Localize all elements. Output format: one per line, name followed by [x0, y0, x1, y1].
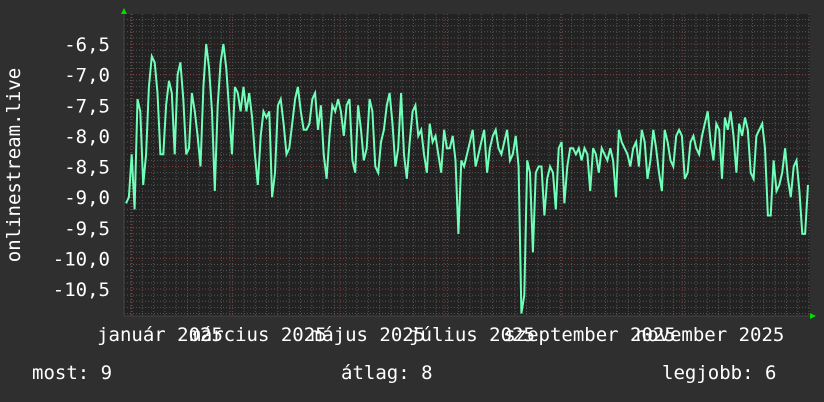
y-axis-arrow-icon [121, 8, 127, 14]
x-tick-label: január 2025 [97, 324, 223, 346]
y-tick-label: -10,0 [53, 248, 110, 270]
x-tick-label: május 2025 [311, 324, 425, 346]
series-line [125, 43, 809, 314]
y-tick-label: -10,5 [53, 279, 110, 301]
y-tick-label: -6,5 [64, 34, 110, 56]
grid [124, 14, 810, 316]
y-axis: -6,5 -7,0 -7,5 -8,0 -8,5 -9,0 -9,5 -10,0 -10,5 [53, 34, 110, 301]
x-tick-label: március 2025 [189, 324, 326, 346]
y-tick-label: -8,5 [64, 157, 110, 179]
legend-current: most: 9 [32, 362, 113, 384]
x-axis-arrow-icon [810, 313, 816, 319]
y-tick-label: -7,5 [64, 95, 110, 117]
legend-best: legjobb: 6 [662, 362, 777, 384]
y-tick-label: -9,5 [64, 218, 110, 240]
x-tick-label: július 2025 [409, 324, 535, 346]
y-tick-label: -7,0 [64, 65, 110, 87]
x-tick-label: november 2025 [636, 324, 785, 346]
y-tick-label: -8,0 [64, 126, 110, 148]
legend-average: átlag: 8 [341, 362, 433, 384]
y-tick-label: -9,0 [64, 187, 110, 209]
y-axis-label: onlinestream.live [3, 68, 25, 262]
x-tick-label: szeptember 2025 [504, 324, 676, 346]
